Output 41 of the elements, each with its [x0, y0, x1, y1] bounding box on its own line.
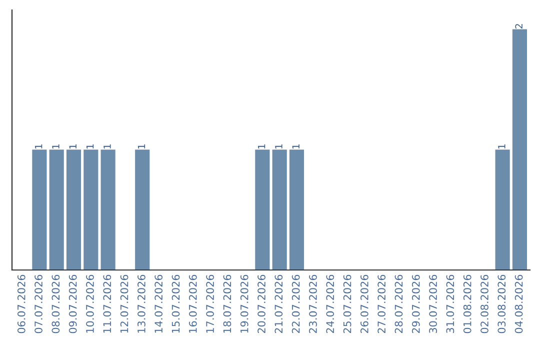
x-tick-label: 21.07.2026 [274, 274, 283, 334]
x-tick-label: 15.07.2026 [172, 274, 180, 333]
data-label: 1 [52, 144, 60, 149]
data-label: 1 [69, 144, 76, 149]
data-label: 1 [138, 144, 146, 149]
data-label: 1 [275, 144, 282, 149]
x-tick-label: 01.08.2026 [463, 274, 472, 334]
data-label: 1 [292, 144, 300, 149]
x-tick-label: 26.07.2026 [360, 274, 368, 334]
x-tick-label: 11.07.2026 [103, 274, 112, 333]
x-tick-label: 08.07.2026 [52, 274, 60, 334]
x-tick-label: 14.07.2026 [154, 274, 163, 333]
x-tick-label: 29.07.2026 [412, 274, 420, 334]
x-tick-label: 27.07.2026 [378, 274, 386, 334]
data-label: 1 [258, 144, 266, 149]
x-tick-label: 09.07.2026 [68, 274, 77, 334]
data-label: 1 [498, 144, 506, 149]
data-label: 2 [515, 24, 522, 29]
x-tick-label: 02.08.2026 [480, 274, 488, 334]
x-tick-label: 07.07.2026 [34, 274, 42, 334]
x-tick-label: 17.07.2026 [206, 274, 214, 333]
data-label: 1 [86, 144, 94, 149]
x-tick-label: 06.07.2026 [17, 274, 26, 334]
x-tick-label: 20.07.2026 [258, 274, 266, 334]
x-tick-label: 19.07.2026 [240, 274, 248, 333]
x-tick-label: 31.07.2026 [446, 274, 454, 334]
x-tick-label: 13.07.2026 [138, 274, 146, 333]
x-tick-label: 10.07.2026 [86, 274, 94, 333]
x-tick-label: 12.07.2026 [120, 274, 128, 333]
data-label: 1 [104, 144, 111, 149]
x-tick-label: 23.07.2026 [309, 274, 317, 334]
x-tick-label: 30.07.2026 [429, 274, 437, 334]
data-label: 1 [35, 144, 42, 149]
x-tick-label: 28.07.2026 [394, 274, 403, 334]
x-tick-label: 18.07.2026 [223, 274, 232, 333]
x-tick-label: 22.07.2026 [292, 274, 300, 334]
x-tick-label: 04.08.2026 [514, 274, 523, 334]
x-tick-label: 25.07.2026 [343, 274, 352, 334]
x-tick-label: 16.07.2026 [188, 274, 197, 333]
x-tick-label: 24.07.2026 [326, 274, 334, 334]
x-tick-label: 03.08.2026 [498, 274, 506, 334]
